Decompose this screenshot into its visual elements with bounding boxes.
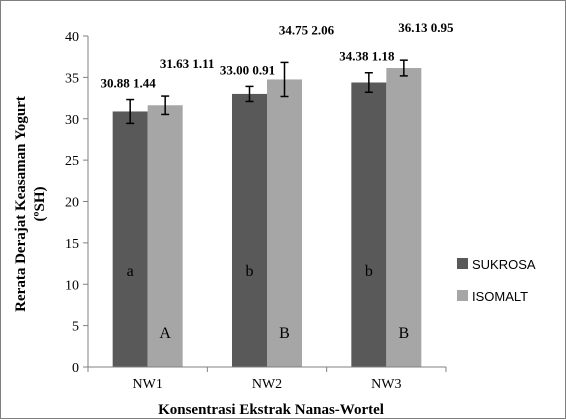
significance-letter: A bbox=[159, 325, 171, 342]
error-bar bbox=[245, 85, 254, 103]
error-bar bbox=[364, 71, 373, 94]
bar-isomalt-nw3 bbox=[386, 68, 422, 368]
bar-isomalt-nw1 bbox=[147, 105, 183, 367]
legend-label-sukrosa: SUKROSA bbox=[472, 257, 536, 272]
y-axis-title-line-2: (ºSH) bbox=[32, 187, 48, 222]
error-bar bbox=[399, 59, 408, 77]
y-tick-label: 25 bbox=[65, 154, 79, 169]
bar-isomalt-nw2 bbox=[267, 79, 302, 367]
bar-sukrosa-nw2 bbox=[232, 93, 267, 368]
significance-letter: b bbox=[246, 263, 254, 280]
labels-layer: 30.88 1.44 a 31.63 1.11 A 33.00 0.91 b 34.75 2… bbox=[101, 20, 454, 342]
data-label: 34.75 2.06 bbox=[279, 22, 335, 37]
significance-letter: B bbox=[398, 325, 409, 342]
bar-sukrosa-nw3 bbox=[351, 82, 387, 368]
legend: SUKROSA ISOMALT bbox=[457, 257, 536, 304]
significance-letter: b bbox=[365, 263, 373, 280]
y-tick-label: 10 bbox=[65, 278, 79, 293]
significance-letter: a bbox=[127, 263, 134, 280]
data-label: 33.00 0.91 bbox=[220, 62, 275, 77]
significance-letter: B bbox=[279, 325, 290, 342]
bar-sukrosa-nw1 bbox=[112, 111, 148, 367]
y-tick-label: 30 bbox=[65, 113, 79, 128]
legend-swatch-sukrosa bbox=[457, 258, 468, 269]
y-tick-label: 35 bbox=[65, 71, 79, 86]
x-tick-label: NW2 bbox=[252, 377, 282, 392]
bars-layer bbox=[112, 59, 422, 368]
error-bar bbox=[161, 95, 170, 116]
error-bar bbox=[126, 98, 135, 125]
error-bar bbox=[280, 61, 289, 98]
x-axis-title: Konsentrasi Ekstrak Nanas-Wortel bbox=[158, 402, 384, 418]
x-tick-label: NW3 bbox=[371, 377, 401, 392]
y-axis-title-line-1: Rerata Derajat Keasaman Yogurt bbox=[13, 96, 29, 312]
data-label: 30.88 1.44 bbox=[101, 76, 157, 91]
legend-swatch-isomalt bbox=[457, 290, 468, 301]
data-label: 31.63 1.11 bbox=[160, 56, 215, 71]
data-label: 34.38 1.18 bbox=[339, 49, 395, 64]
y-axis: 0 5 10 15 20 25 30 35 40 bbox=[65, 30, 89, 376]
legend-label-isomalt: ISOMALT bbox=[472, 289, 528, 304]
data-label: 36.13 0.95 bbox=[398, 20, 454, 35]
x-tick-label: NW1 bbox=[133, 377, 163, 392]
y-tick-label: 20 bbox=[65, 196, 79, 211]
y-axis-title: Rerata Derajat Keasaman Yogurt (ºSH) bbox=[13, 96, 48, 312]
y-tick-label: 5 bbox=[72, 320, 79, 335]
y-tick-label: 40 bbox=[65, 30, 79, 45]
x-axis: NW1 NW2 NW3 bbox=[87, 366, 447, 392]
y-tick-label: 15 bbox=[65, 237, 79, 252]
y-tick-label: 0 bbox=[72, 361, 79, 376]
